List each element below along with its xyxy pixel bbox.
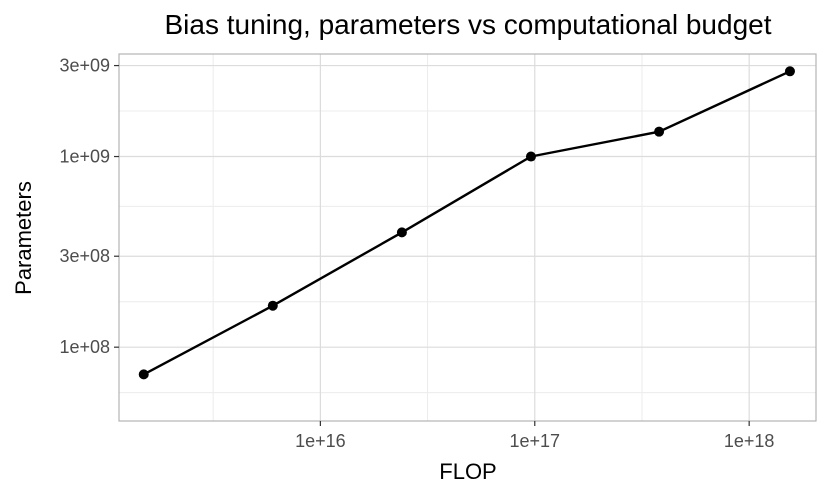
- y-tick-label: 1e+09: [59, 147, 110, 167]
- x-tick-label: 1e+18: [724, 431, 775, 451]
- y-tick-label: 3e+09: [59, 56, 110, 76]
- x-axis: 1e+16 1e+17 1e+18: [295, 421, 774, 451]
- data-point: [138, 369, 149, 380]
- y-axis: 1e+08 3e+08 1e+09 3e+09: [59, 56, 119, 357]
- y-tick-label: 1e+08: [59, 337, 110, 357]
- grid: [119, 54, 816, 421]
- data-point: [525, 151, 536, 162]
- y-tick-label: 3e+08: [59, 246, 110, 266]
- series-line: [143, 70, 791, 376]
- plot-border: [118, 53, 817, 422]
- x-tick-label: 1e+17: [509, 431, 560, 451]
- data-point: [396, 227, 407, 238]
- y-axis-label: Parameters: [11, 181, 36, 295]
- series: [138, 66, 795, 380]
- x-axis-label: FLOP: [439, 459, 496, 484]
- x-tick-label: 1e+16: [295, 431, 346, 451]
- data-point: [784, 66, 795, 77]
- plot-panel: [119, 54, 816, 421]
- data-point: [654, 126, 665, 137]
- chart-title: Bias tuning, parameters vs computational…: [164, 9, 771, 40]
- data-point: [267, 300, 278, 311]
